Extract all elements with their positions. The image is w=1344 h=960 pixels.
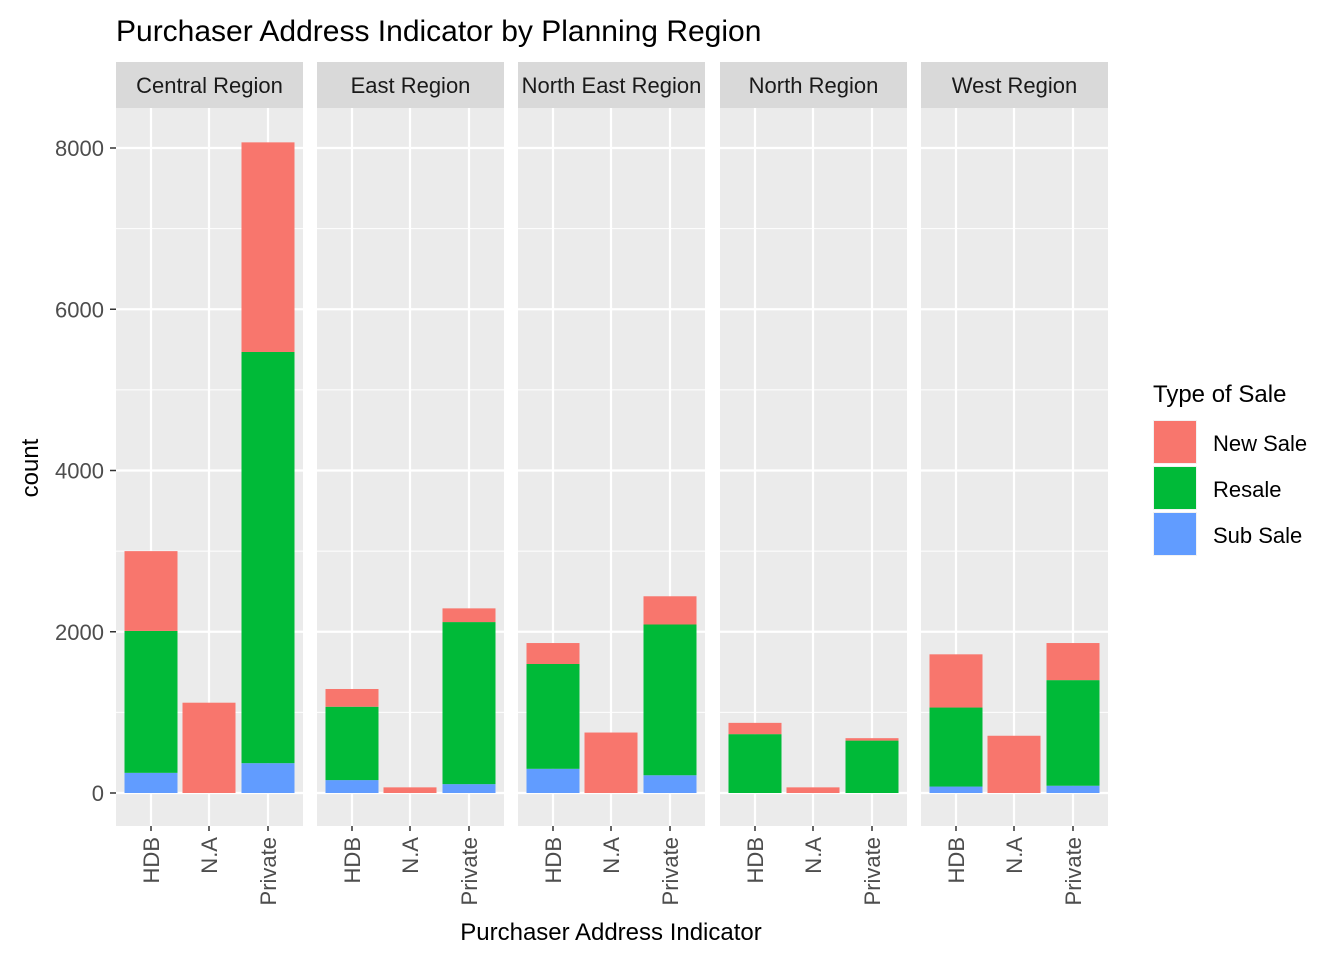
- facet-east-region: East Region HDB N.A Private: [317, 62, 504, 905]
- bar-sub-sale-private: [442, 784, 496, 793]
- legend-swatch-new-sale: [1154, 421, 1196, 463]
- bar-resale-hdb: [325, 706, 379, 781]
- bar-new-sale-n-a: [584, 732, 638, 793]
- bar-new-sale-n-a: [383, 787, 437, 793]
- legend: Type of Sale New Sale Resale Sub Sale: [1153, 381, 1307, 556]
- bar-resale-hdb: [526, 664, 580, 769]
- y-tick-label: 2000: [55, 620, 104, 645]
- bar-sub-sale-hdb: [325, 780, 379, 793]
- x-tick-label: HDB: [139, 837, 164, 883]
- bar-resale-hdb: [929, 707, 983, 787]
- bar-sub-sale-private: [1046, 785, 1100, 793]
- x-tick-label: N.A: [801, 837, 826, 874]
- bar-new-sale-hdb: [325, 688, 379, 707]
- x-tick-label: Private: [256, 837, 281, 905]
- bar-resale-private: [845, 740, 899, 793]
- bar-resale-private: [442, 622, 496, 785]
- facet-strip-label: North Region: [749, 73, 879, 98]
- x-tick-label: N.A: [197, 837, 222, 874]
- x-tick-label: N.A: [599, 837, 624, 874]
- x-tick-label: Private: [457, 837, 482, 905]
- legend-label-new-sale: New Sale: [1213, 431, 1307, 456]
- facet-strip-label: North East Region: [522, 73, 702, 98]
- bar-resale-hdb: [124, 630, 178, 773]
- bar-sub-sale-private: [241, 763, 295, 793]
- chart-title: Purchaser Address Indicator by Planning …: [116, 15, 761, 48]
- bar-sub-sale-hdb: [124, 772, 178, 793]
- bar-new-sale-private: [1046, 643, 1100, 681]
- bar-new-sale-n-a: [987, 735, 1041, 793]
- bar-new-sale-hdb: [728, 722, 782, 735]
- facet-strip: [317, 62, 504, 108]
- facet-strip: [518, 62, 705, 108]
- y-tick-label: 6000: [55, 297, 104, 322]
- y-tick-label: 0: [92, 781, 104, 806]
- bar-sub-sale-hdb: [929, 786, 983, 793]
- x-tick-label: HDB: [340, 837, 365, 883]
- legend-title: Type of Sale: [1153, 381, 1286, 408]
- bar-sub-sale-hdb: [526, 768, 580, 793]
- facet-west-region: West Region HDB N.A Private: [921, 62, 1108, 905]
- facet-strip-label: West Region: [952, 73, 1078, 98]
- bar-resale-hdb: [728, 734, 782, 793]
- facet-strip-label: Central Region: [136, 73, 283, 98]
- bar-new-sale-hdb: [124, 551, 178, 631]
- bar-new-sale-n-a: [786, 787, 840, 793]
- bar-new-sale-private: [845, 738, 899, 741]
- y-tick-label: 8000: [55, 136, 104, 161]
- x-tick-label: Private: [860, 837, 885, 905]
- facet-strip-label: East Region: [351, 73, 471, 98]
- legend-swatch-resale: [1154, 467, 1196, 509]
- x-tick-label: N.A: [1002, 837, 1027, 874]
- x-tick-label: N.A: [398, 837, 423, 874]
- bar-new-sale-private: [643, 596, 697, 625]
- y-axis-label: count: [17, 438, 44, 497]
- facet-panels: Central Region HDB N.A Private East Region HD…: [116, 62, 1108, 905]
- bar-new-sale-private: [442, 608, 496, 623]
- facet-north-region: North Region HDB N.A Private: [720, 62, 907, 905]
- bar-resale-private: [643, 624, 697, 776]
- x-tick-label: Private: [1061, 837, 1086, 905]
- x-tick-label: HDB: [541, 837, 566, 883]
- bar-new-sale-hdb: [526, 643, 580, 664]
- bar-resale-private: [1046, 680, 1100, 786]
- bar-new-sale-n-a: [182, 702, 236, 793]
- y-tick-label: 4000: [55, 459, 104, 484]
- facet-strip: [720, 62, 907, 108]
- facet-north-east-region: North East Region HDB N.A Private: [518, 62, 705, 905]
- legend-label-sub-sale: Sub Sale: [1213, 523, 1302, 548]
- bar-new-sale-private: [241, 142, 295, 352]
- y-axis: 0 2000 4000 6000 8000: [55, 136, 116, 806]
- x-axis-label: Purchaser Address Indicator: [460, 919, 762, 946]
- facet-strip: [921, 62, 1108, 108]
- x-tick-label: HDB: [944, 837, 969, 883]
- bar-new-sale-hdb: [929, 654, 983, 708]
- x-tick-label: HDB: [743, 837, 768, 883]
- facet-strip: [116, 62, 303, 108]
- x-tick-label: Private: [658, 837, 683, 905]
- facet-central-region: Central Region HDB N.A Private: [116, 62, 303, 905]
- legend-label-resale: Resale: [1213, 477, 1281, 502]
- bar-sub-sale-private: [643, 775, 697, 793]
- bar-resale-private: [241, 351, 295, 764]
- legend-swatch-sub-sale: [1154, 513, 1196, 555]
